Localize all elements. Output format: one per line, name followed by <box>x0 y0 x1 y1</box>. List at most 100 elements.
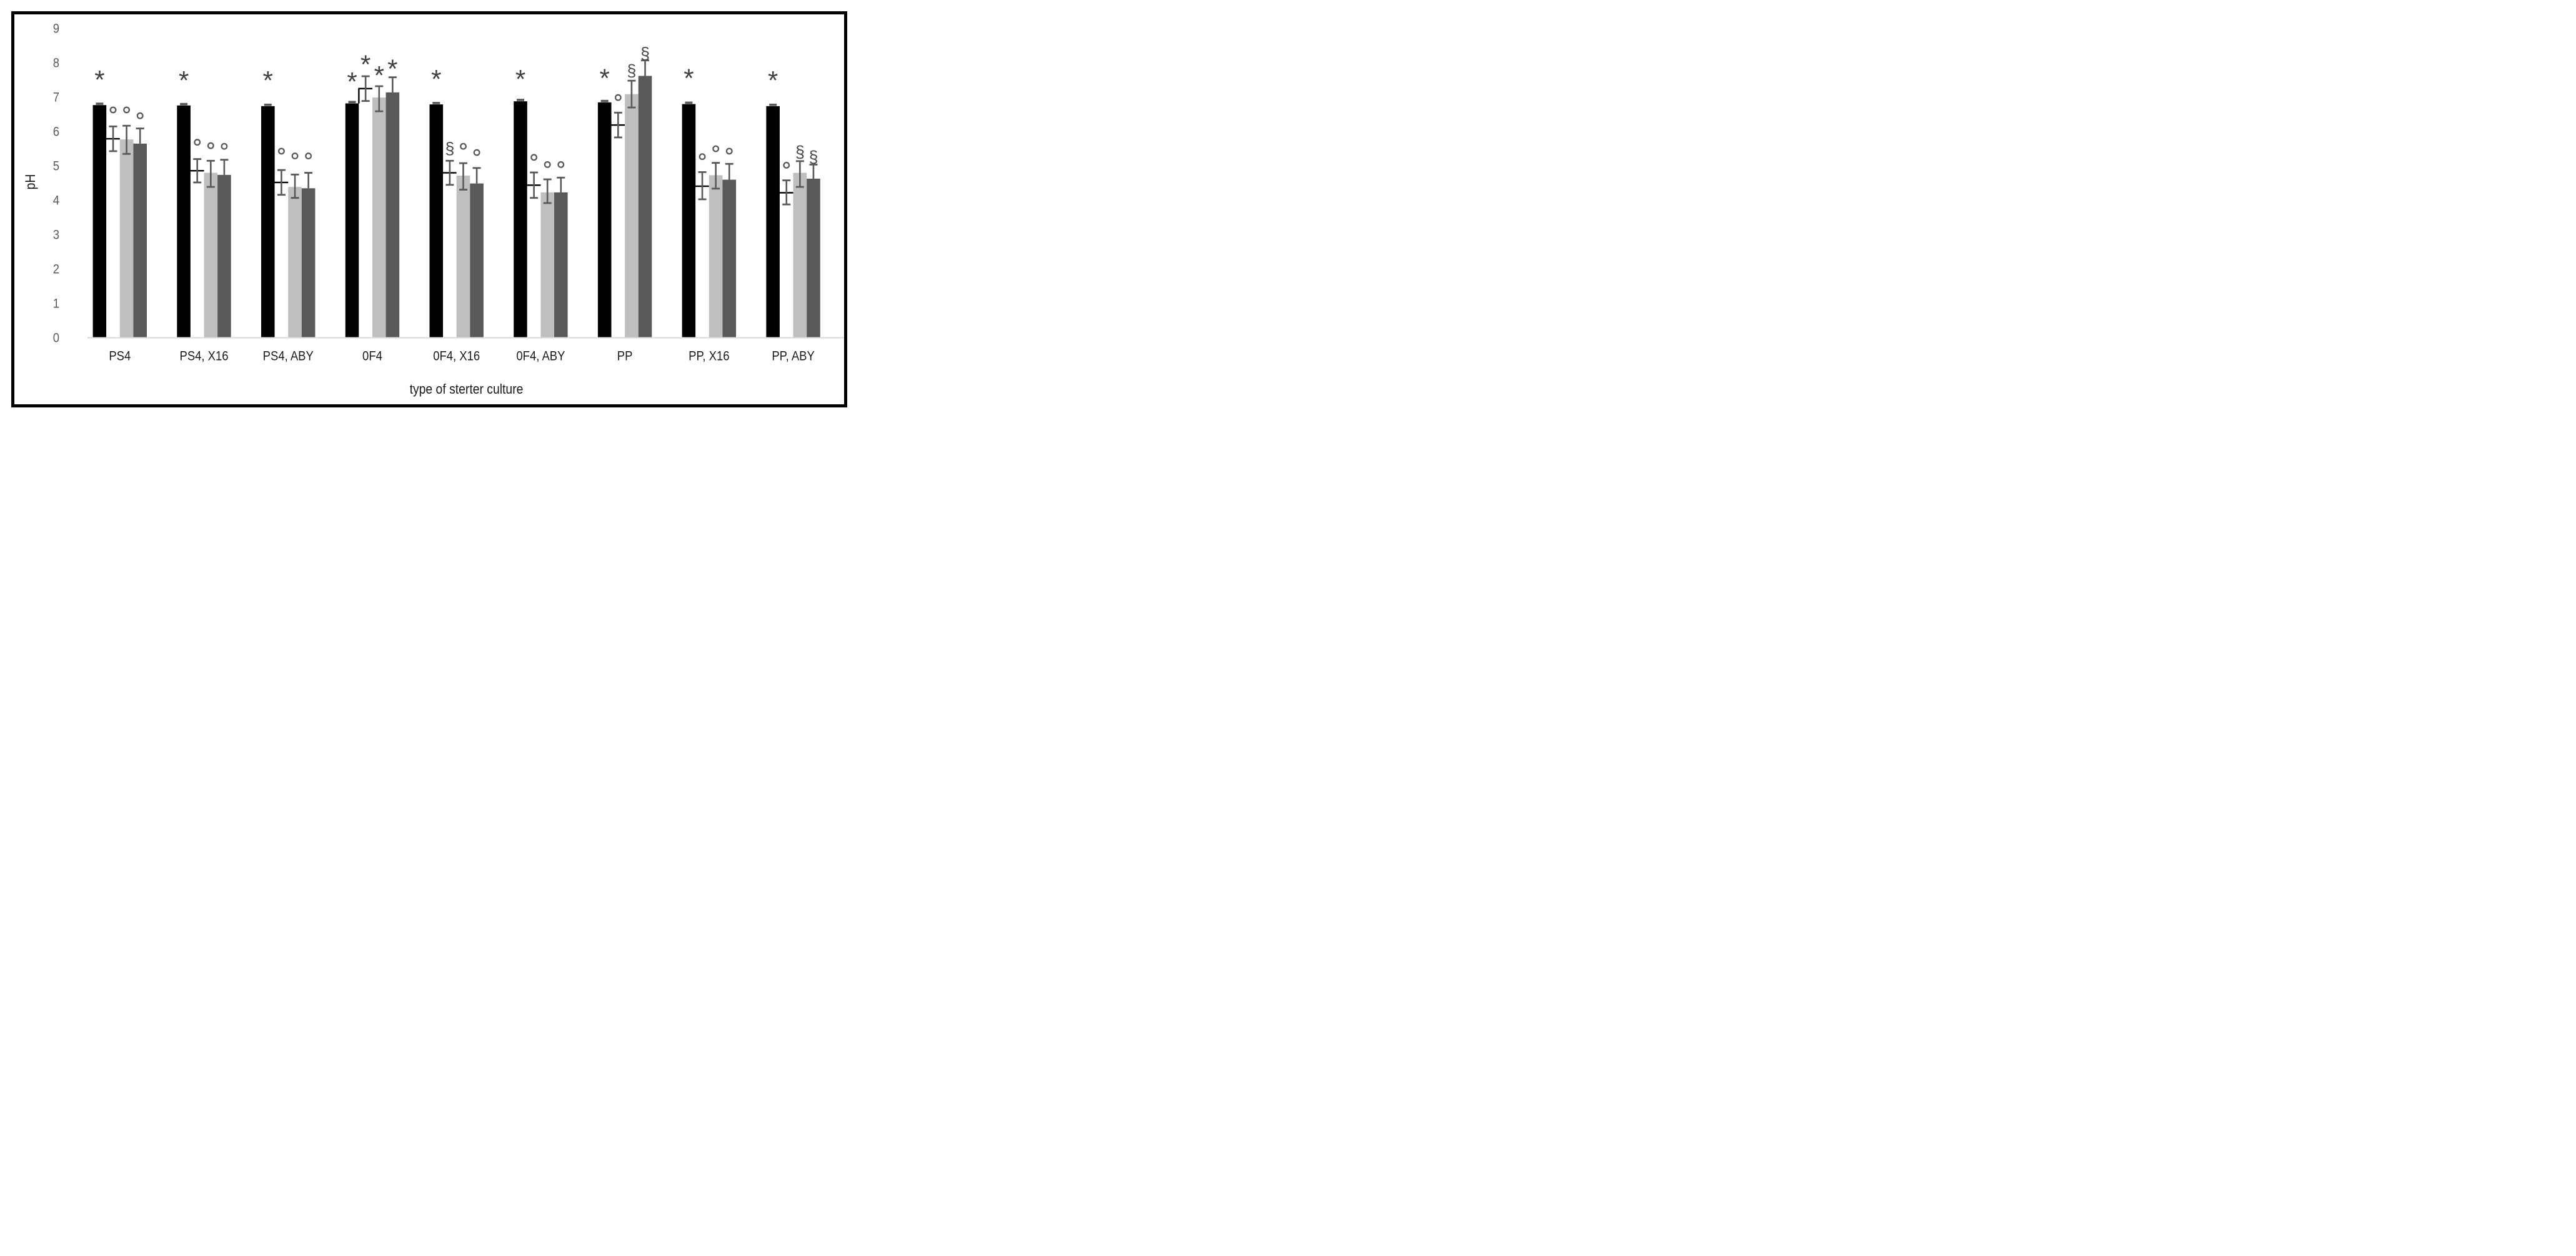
error-bar-cap <box>193 158 202 160</box>
error-bar-cap <box>517 99 524 101</box>
error-bar-cap <box>627 79 636 82</box>
bar-light-gray-bar-series <box>288 187 302 337</box>
significance-circle-symbol <box>123 106 131 114</box>
significance-asterisk-symbol: * <box>94 65 104 94</box>
error-bar-cap <box>627 106 636 109</box>
error-bar-whisker <box>196 159 199 182</box>
y-tick-label: 2 <box>53 262 59 276</box>
error-bar-cap <box>782 203 791 206</box>
error-bar-cap <box>459 189 467 191</box>
significance-asterisk-symbol: * <box>361 49 370 79</box>
x-category-label: PS4, ABY <box>263 349 314 363</box>
significance-circle-symbol <box>305 152 312 160</box>
error-bar-cap <box>782 179 791 182</box>
error-bar-cap <box>136 127 144 129</box>
error-bar-whisker <box>812 164 815 179</box>
error-bar-whisker <box>475 167 478 184</box>
error-bar-cap <box>122 152 131 155</box>
error-bar-cap <box>193 181 202 184</box>
error-bar-cap <box>220 159 229 161</box>
error-bar-whisker <box>126 126 127 154</box>
error-bar-cap <box>375 85 384 87</box>
error-bar-cap <box>530 171 539 174</box>
bar-black-bar-series <box>345 103 359 337</box>
bar-white <box>190 171 204 337</box>
bar-white <box>527 185 541 337</box>
y-tick-label: 4 <box>53 193 59 207</box>
significance-circle-symbol <box>473 149 480 156</box>
error-bar-cap <box>557 176 565 179</box>
significance-circle-symbol <box>136 112 144 119</box>
significance-circle-symbol <box>614 94 622 101</box>
bar-dark-gray-bar-series <box>470 183 484 337</box>
significance-circle-symbol <box>291 152 299 160</box>
error-bar-cap <box>206 186 215 188</box>
y-tick-label: 0 <box>53 331 59 345</box>
error-bar-whisker <box>617 112 619 137</box>
error-bar-cap <box>614 136 622 139</box>
significance-circle-symbol <box>221 142 228 150</box>
error-bar-whisker <box>715 162 717 189</box>
significance-circle-symbol <box>557 161 565 168</box>
significance-asterisk-symbol: * <box>515 64 525 94</box>
significance-circle-symbol <box>783 161 790 169</box>
error-bar-cap <box>600 99 609 102</box>
error-bar-cap <box>543 178 552 181</box>
y-tick-label: 7 <box>53 90 59 104</box>
significance-section-symbol: § <box>445 139 454 157</box>
error-bar-cap <box>361 100 370 102</box>
x-category-label: PS4 <box>109 349 131 363</box>
error-bar-whisker <box>294 174 296 198</box>
bar-white <box>274 182 289 337</box>
significance-section-symbol: § <box>627 61 636 80</box>
error-bar-cap <box>472 167 481 169</box>
x-category-label: PP, ABY <box>772 349 814 363</box>
bar-dark-gray-bar-series <box>554 192 568 337</box>
error-bar-whisker <box>799 161 801 187</box>
x-category-label: 0F4, X16 <box>433 349 480 363</box>
significance-circle-symbol <box>460 142 467 150</box>
y-tick-label: 3 <box>53 227 59 242</box>
significance-circle-symbol <box>207 142 214 149</box>
error-bar-cap <box>543 202 552 204</box>
bar-white-left-edge <box>358 88 360 104</box>
bar-light-gray-bar-series <box>540 192 554 337</box>
x-category-label: PS4, X16 <box>180 349 229 363</box>
significance-section-symbol: § <box>795 142 805 161</box>
error-bar-cap <box>277 169 286 171</box>
bar-white <box>359 88 372 338</box>
bar-dark-gray-bar-series <box>301 188 316 337</box>
figure-frame: 0 1 2 3 4 5 6 7 8 9 pH * PS4 * PS4, X16 * PS4, ABY * * * * 0F… <box>11 11 847 407</box>
bar-black-bar-series <box>429 104 444 337</box>
significance-asterisk-symbol: * <box>600 63 610 92</box>
error-bar-cap <box>614 111 622 114</box>
error-bar-whisker <box>449 161 451 185</box>
error-bar-cap <box>432 102 440 104</box>
error-bar-cap <box>795 186 804 188</box>
significance-asterisk-symbol: * <box>347 67 357 96</box>
bar-white <box>611 125 625 337</box>
y-axis-title: pH <box>23 174 38 190</box>
error-bar-cap <box>109 150 117 152</box>
bar-black-bar-series <box>177 105 191 337</box>
error-bar-cap <box>641 59 650 62</box>
error-bar-cap <box>291 197 299 199</box>
significance-asterisk-symbol: * <box>374 61 384 90</box>
error-bar-cap <box>264 103 272 106</box>
error-bar-whisker <box>392 77 394 92</box>
error-bar-cap <box>96 102 104 105</box>
bar-light-gray-bar-series <box>793 172 807 337</box>
significance-circle-symbol <box>725 147 733 155</box>
y-tick-label: 1 <box>53 296 59 311</box>
significance-asterisk-symbol: * <box>431 64 441 94</box>
error-bar-whisker <box>630 81 633 108</box>
y-tick-label: 8 <box>53 56 59 70</box>
error-bar-cap <box>712 162 720 164</box>
x-axis-title: type of sterter culture <box>410 382 524 397</box>
bar-black-bar-series <box>597 102 612 338</box>
bar-white <box>779 192 793 337</box>
significance-asterisk-symbol: * <box>263 66 273 95</box>
x-category-label: 0F4, ABY <box>516 349 565 363</box>
error-bar-cap <box>725 162 734 165</box>
